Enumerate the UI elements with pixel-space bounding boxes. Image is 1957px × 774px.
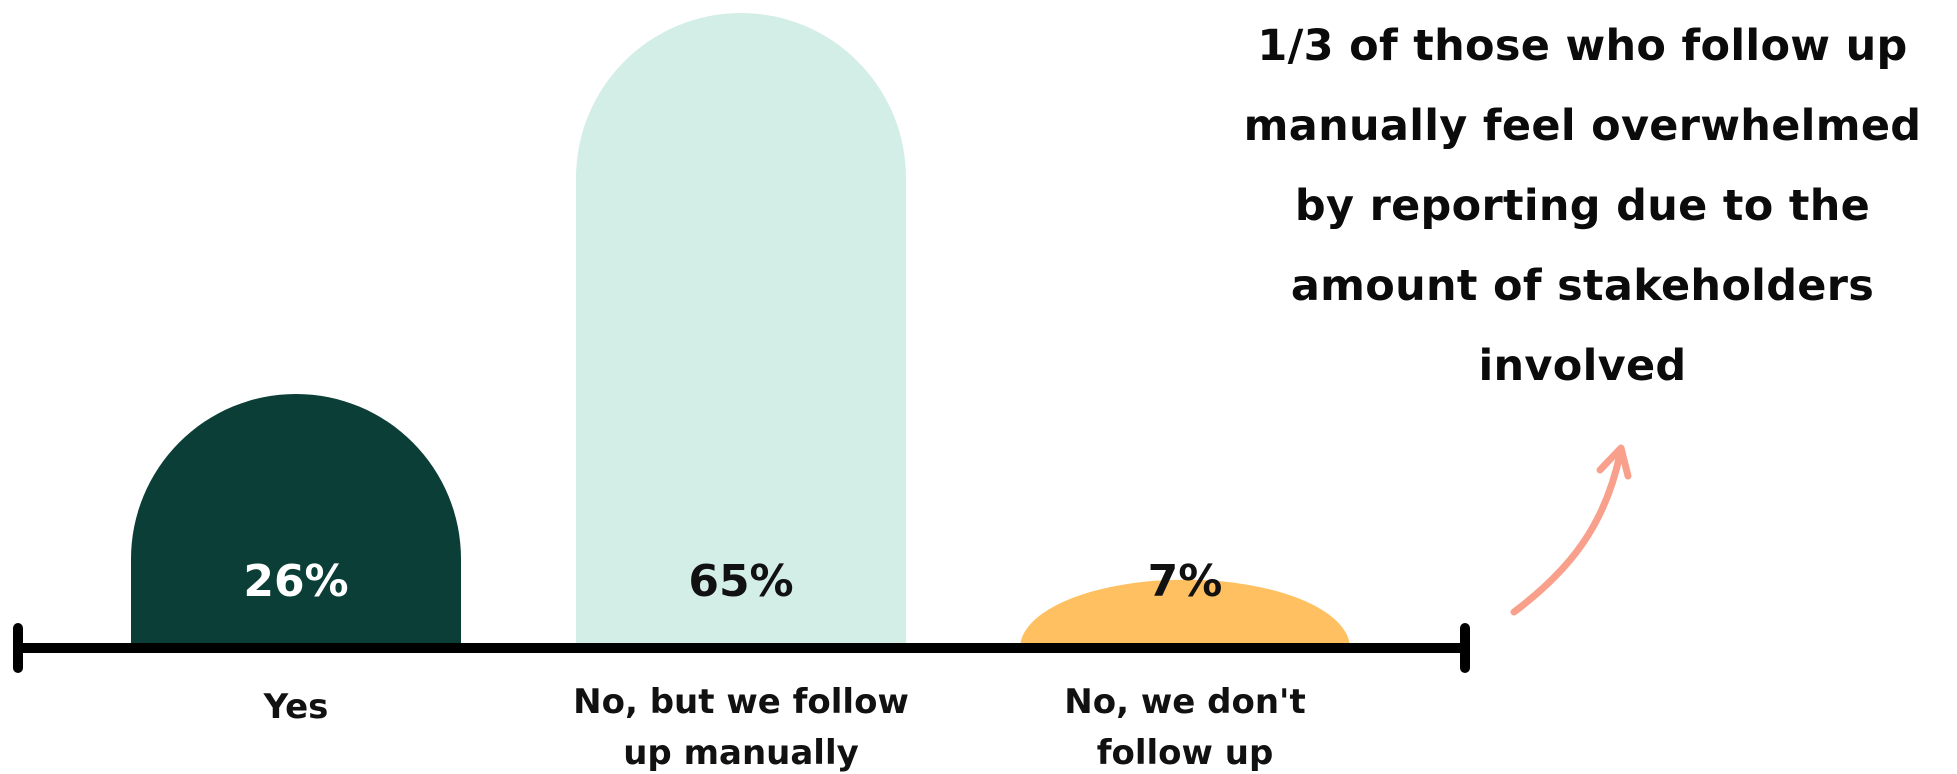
data-label: 26% <box>243 556 348 607</box>
bar-chart: 26% Yes 65% No, but we follow up manually 7% N… <box>13 13 1470 773</box>
callout-arrow-icon <box>1510 444 1632 616</box>
category-label: follow up <box>1097 733 1274 773</box>
category-label: Yes <box>263 687 329 727</box>
bar <box>1020 579 1350 648</box>
data-label: 65% <box>688 556 793 607</box>
data-label: 7% <box>1148 556 1223 607</box>
callout-text: 1/3 of those who follow up manually feel… <box>1243 21 1922 391</box>
category-label: No, but we follow <box>573 682 909 722</box>
category-label: up manually <box>623 733 859 773</box>
bar <box>131 394 461 648</box>
bar <box>576 13 906 648</box>
category-label: No, we don't <box>1064 682 1305 722</box>
